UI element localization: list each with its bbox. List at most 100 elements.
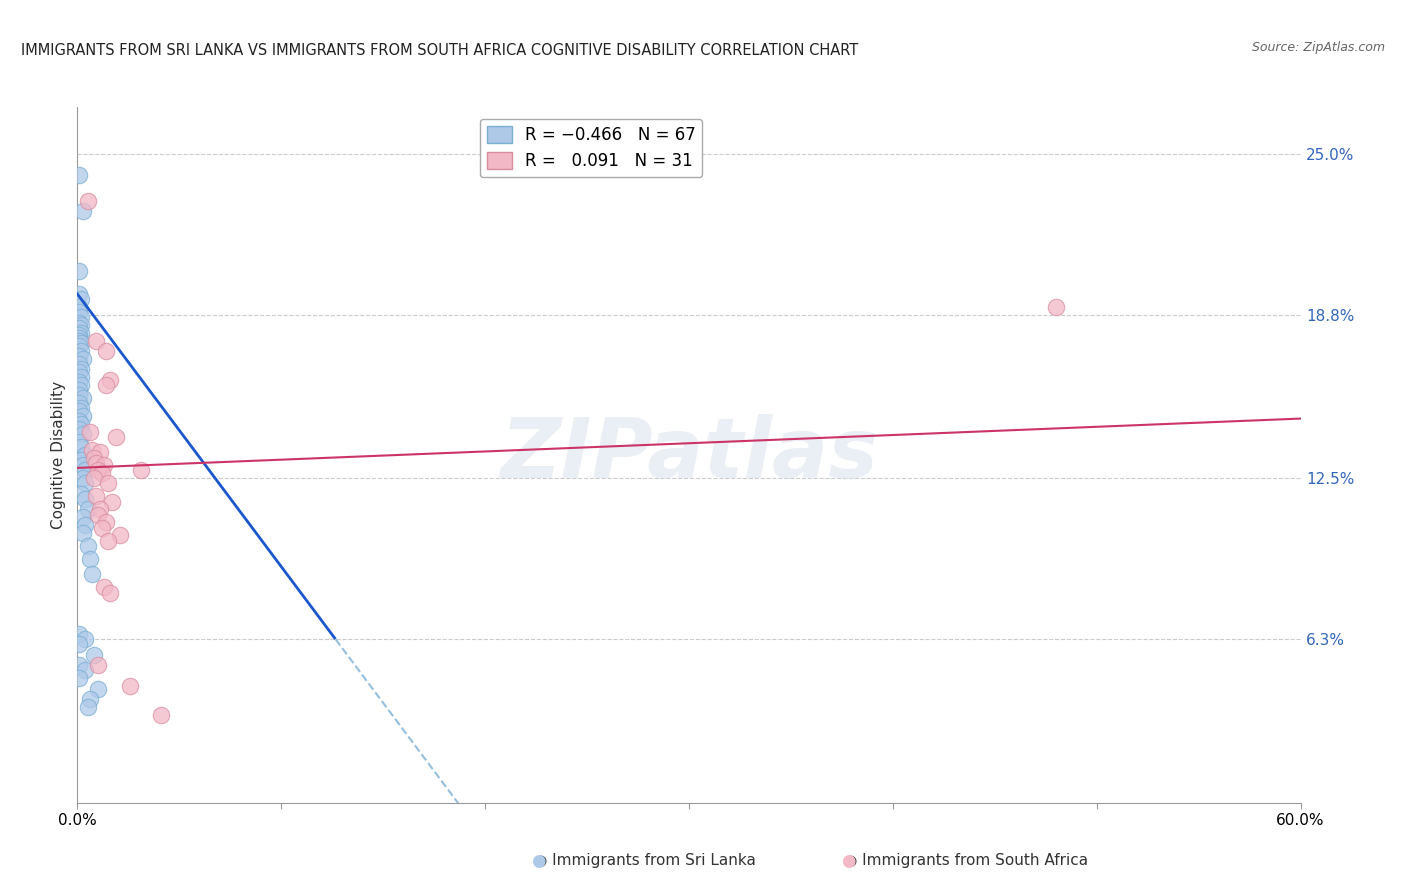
Point — [67, 320, 90, 334]
Point — [67, 349, 90, 363]
Point — [70, 344, 93, 359]
Point — [76, 699, 98, 714]
Point — [67, 305, 90, 319]
Point — [83, 648, 105, 662]
Point — [105, 430, 128, 444]
Point — [67, 287, 90, 301]
Point — [94, 344, 117, 359]
Point — [70, 362, 93, 376]
Y-axis label: Cognitive Disability: Cognitive Disability — [51, 381, 66, 529]
Point — [84, 334, 107, 348]
Point — [70, 377, 93, 392]
Point — [79, 692, 101, 706]
Text: ●: ● — [531, 852, 546, 870]
Point — [70, 326, 93, 340]
Point — [70, 292, 93, 306]
Point — [87, 681, 110, 696]
Point — [67, 376, 90, 390]
Point — [67, 388, 90, 402]
Point — [76, 539, 98, 553]
Point — [67, 627, 90, 641]
Point — [75, 476, 97, 491]
Point — [70, 318, 93, 332]
Point — [67, 168, 90, 182]
Point — [67, 300, 90, 314]
Point — [76, 502, 98, 516]
Point — [72, 458, 94, 473]
Point — [67, 383, 90, 397]
Point — [67, 331, 90, 345]
Point — [75, 518, 97, 533]
Point — [67, 404, 90, 418]
Point — [70, 417, 93, 431]
Point — [89, 502, 111, 516]
Point — [67, 316, 90, 330]
Point — [72, 391, 94, 405]
Point — [129, 463, 152, 477]
Point — [67, 414, 90, 428]
Legend: R = −0.466   N = 67, R =   0.091   N = 31: R = −0.466 N = 67, R = 0.091 N = 31 — [479, 119, 702, 177]
Point — [101, 494, 124, 508]
Point — [72, 525, 94, 540]
Point — [70, 440, 93, 454]
Point — [90, 520, 112, 534]
Point — [93, 580, 115, 594]
Point — [87, 463, 110, 477]
Point — [98, 373, 121, 387]
Text: ● Immigrants from South Africa: ● Immigrants from South Africa — [844, 854, 1088, 868]
Point — [67, 658, 90, 673]
Point — [83, 450, 105, 465]
Point — [75, 448, 97, 462]
Point — [72, 427, 94, 442]
Point — [67, 334, 90, 348]
Point — [75, 491, 97, 506]
Point — [90, 466, 112, 480]
Point — [75, 664, 97, 678]
Point — [84, 490, 107, 504]
Point — [67, 263, 90, 277]
Point — [72, 471, 94, 485]
Point — [79, 425, 101, 439]
Point — [70, 453, 93, 467]
Point — [67, 637, 90, 651]
Point — [108, 528, 131, 542]
Point — [120, 679, 142, 693]
Point — [67, 422, 90, 436]
Point — [87, 658, 110, 673]
Point — [98, 585, 121, 599]
Point — [72, 409, 94, 423]
Point — [83, 471, 105, 485]
Point — [67, 365, 90, 379]
Point — [80, 567, 103, 582]
Point — [72, 351, 94, 366]
Point — [75, 463, 97, 477]
Point — [94, 377, 117, 392]
Point — [89, 445, 111, 459]
Point — [70, 310, 93, 325]
Point — [97, 533, 120, 548]
Point — [70, 401, 93, 416]
Point — [84, 456, 107, 470]
Point — [70, 370, 93, 384]
Point — [67, 328, 90, 343]
Point — [67, 357, 90, 371]
Text: ●: ● — [841, 852, 855, 870]
Point — [67, 396, 90, 410]
Point — [149, 707, 172, 722]
Point — [87, 508, 110, 522]
Point — [80, 442, 103, 457]
Point — [70, 487, 93, 501]
Point — [72, 510, 94, 524]
Point — [93, 458, 115, 473]
Text: ● Immigrants from Sri Lanka: ● Immigrants from Sri Lanka — [534, 854, 756, 868]
Text: Source: ZipAtlas.com: Source: ZipAtlas.com — [1251, 40, 1385, 54]
Point — [72, 203, 94, 218]
Point — [67, 434, 90, 449]
Point — [70, 336, 93, 351]
Point — [67, 339, 90, 353]
Point — [67, 671, 90, 685]
Point — [76, 194, 98, 208]
Point — [97, 476, 120, 491]
Point — [79, 551, 101, 566]
Text: IMMIGRANTS FROM SRI LANKA VS IMMIGRANTS FROM SOUTH AFRICA COGNITIVE DISABILITY C: IMMIGRANTS FROM SRI LANKA VS IMMIGRANTS … — [21, 43, 858, 58]
